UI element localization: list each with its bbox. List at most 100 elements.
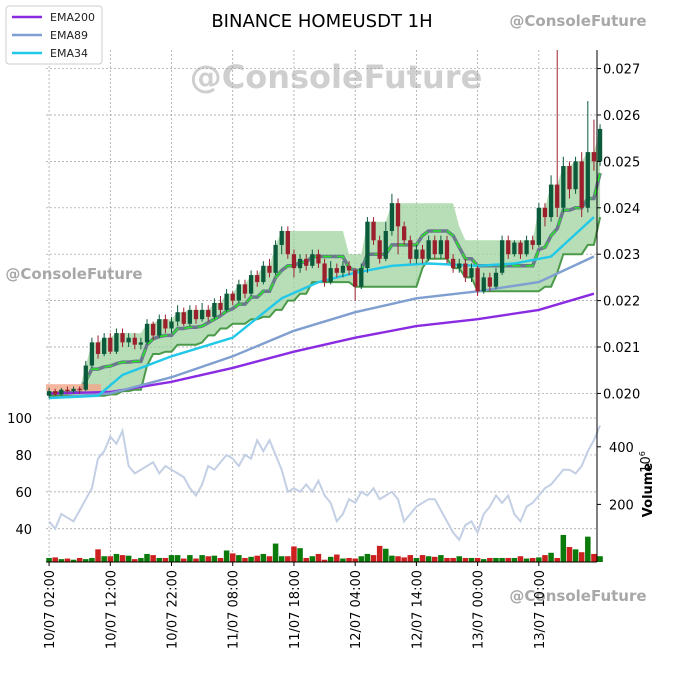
candle-body [77,388,82,390]
candle-body [383,231,388,259]
candle-body [144,323,150,343]
candle-body [120,333,125,343]
candle-body [450,258,456,269]
time-tick-label: 12/07 04:00 [349,570,364,649]
volume-bar [46,557,52,562]
candle-body [444,240,450,259]
volume-bar [285,556,291,562]
candle-body [108,337,113,352]
volume-bar [456,556,463,562]
volume-bar [462,557,469,562]
volume-bar [560,534,567,562]
candles [46,50,603,399]
candle-body [236,284,241,301]
candle-body [573,161,578,190]
volume-bar [597,556,603,562]
candle-body [475,268,480,292]
candle-body [567,166,572,190]
price-tick-label: 0.021 [603,341,640,356]
volume-bar [474,557,481,562]
volume-bar [101,556,107,562]
volume-bar [315,553,322,562]
candle-body [481,277,486,292]
ema-lines [49,216,595,400]
candle-body [548,184,554,218]
candle-body [395,203,401,227]
candle-body [530,240,535,245]
candle-body [59,389,64,395]
volume-bar [187,555,193,562]
candle-body [230,293,235,301]
candle-body [512,242,517,255]
time-tick-label: 11/07 08:00 [227,570,242,649]
candle-body [353,270,358,287]
time-tick-label: 11/07 18:00 [288,570,303,649]
candle-body [175,312,180,322]
candle-body [377,240,382,259]
candle-body [402,226,407,241]
candle-body [585,152,590,208]
volume-bar [89,557,95,562]
cloud-midline-highlight [49,172,601,395]
candle-body [487,277,493,287]
time-tick-label: 13/07 10:00 [533,570,548,649]
volume-bar [578,552,585,562]
price-tick-label: 0.023 [603,248,640,263]
ema-line-ema200 [49,292,595,395]
time-tick-label: 10/07 12:00 [104,570,119,649]
volume-bar [493,557,499,562]
volume-bar [352,558,358,562]
volume-bar [548,552,554,562]
candle-body [279,231,284,245]
candle-body [138,342,144,345]
candle-body [426,240,431,259]
volume-bar [83,559,89,562]
candle-body [371,221,376,241]
volume-bar [278,556,285,562]
volume-bar [76,557,83,562]
volume-bar [536,557,542,562]
volume-bar [248,556,254,562]
volume-bar [64,558,71,562]
osc-tick-label: 100 [7,412,32,427]
volume-bar [395,556,401,562]
candle-body [199,309,205,320]
osc-tick-label: 40 [15,523,32,538]
legend-entry: EMA34 [50,47,88,60]
volume-bar [499,557,505,562]
volume-bar [505,557,511,562]
volume-bar [309,556,316,562]
time-tick-label: 13/07 00:00 [472,570,487,649]
volume-bar [450,557,456,562]
volume-bar [156,557,163,562]
watermark-top-right: @ConsoleFuture [509,12,646,30]
time-tick-label: 10/07 22:00 [166,570,181,649]
candle-body [261,265,266,283]
volume-bar [321,559,328,562]
candle-body [193,309,199,320]
volume-bar [327,556,334,562]
volume-bar [370,555,377,562]
volume-bar [150,555,156,562]
volume-bar [401,557,407,562]
candle-body [310,254,315,266]
volume-bar [383,548,389,562]
volume-bar [554,557,560,562]
legend-entry: EMA89 [50,29,88,42]
candle-body [291,254,297,269]
candle-body [150,323,156,336]
volume-bar [266,556,273,562]
volume-bar [425,556,432,562]
volume-bar [113,553,120,562]
candle-body [89,342,95,366]
time-tick-label: 10/07 02:00 [43,570,58,649]
watermark-bottom-right: @ConsoleFuture [509,587,646,605]
volume-bar [125,555,132,562]
volume-axis-exponent: 106 [638,451,654,473]
volume-bar [107,556,114,562]
candle-body [414,249,419,259]
volume-bar [162,557,169,562]
volume-axis-label: Volume [641,463,656,518]
candle-body [591,152,597,162]
